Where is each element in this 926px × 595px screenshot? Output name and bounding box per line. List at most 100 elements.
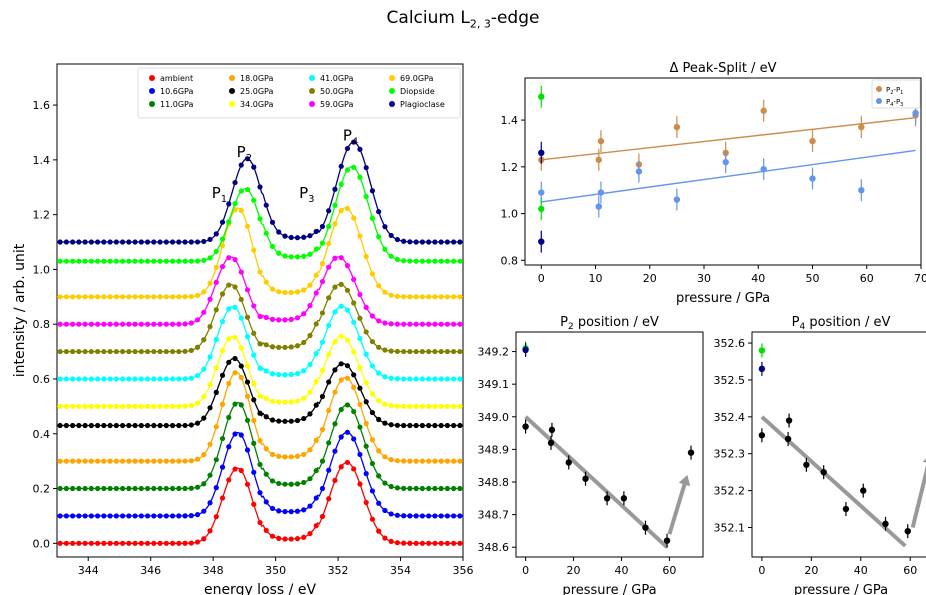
data-point (547, 439, 555, 447)
split-ytick-label: 0.8 (501, 254, 519, 267)
spectrum-point (407, 513, 413, 519)
spectrum-point (238, 162, 244, 168)
spectrum-point (207, 280, 213, 286)
spectrum-point (188, 320, 194, 326)
p4-title: P4 position / eV (792, 315, 891, 332)
spectrum-point (382, 347, 388, 353)
spectrum-point (113, 422, 119, 429)
spectrum-point (107, 513, 113, 519)
spectrum-point (207, 472, 213, 478)
spectrum-point (232, 466, 238, 472)
data-point (673, 196, 681, 203)
legend-label: 59.0GPa (320, 100, 353, 109)
spectrum-point (401, 258, 407, 264)
peak-label-subscript: 4 (352, 137, 358, 148)
trend-line (760, 415, 907, 548)
legend-marker (149, 101, 155, 107)
spectrum-point (294, 370, 301, 377)
spectrum-point (401, 238, 407, 244)
spectrum-point (388, 511, 394, 517)
spectrum-point (126, 376, 132, 382)
spectrum-point (457, 239, 463, 245)
spectrum-point (363, 379, 369, 386)
figure-title-subscript: 2, 3 (469, 17, 491, 31)
spectrum-point (238, 402, 244, 408)
peak-label-main: P (237, 143, 246, 161)
spectrum-point (126, 540, 132, 546)
data-point (538, 149, 545, 156)
spectrum-point (413, 513, 419, 519)
spectrum-point (70, 422, 76, 429)
spectrum-point (57, 239, 63, 245)
spectrum-point (426, 540, 432, 546)
spectrum-point (401, 376, 407, 382)
spectrum-point (419, 321, 425, 327)
spectrum-point (219, 236, 226, 242)
legend-label: 69.0GPa (400, 74, 433, 83)
spectrum-point (332, 284, 338, 290)
spectrum-point (176, 458, 182, 464)
spectrum-point (219, 495, 226, 501)
spectrum-point (326, 467, 332, 473)
spectrum-point (188, 540, 194, 546)
spectrum-point (294, 417, 301, 424)
spectrum-point (213, 307, 219, 313)
spectrum-point (307, 332, 313, 339)
spectrum-point (144, 513, 151, 519)
spectrum-point (194, 258, 201, 264)
spectrum-point (288, 481, 294, 487)
spectrum-series (57, 281, 463, 355)
spectrum-point (319, 485, 326, 492)
spectrum-point (351, 372, 357, 378)
spectra-xtick-label: 350 (265, 564, 286, 577)
spectrum-point (357, 385, 363, 391)
spectrum-point (219, 372, 226, 378)
spectrum-point (369, 488, 376, 494)
split-xtick-label: 70 (914, 272, 926, 285)
spectrum-point (407, 458, 413, 464)
spectrum-point (313, 246, 319, 252)
spectrum-point (157, 294, 163, 300)
spectrum-point (95, 321, 101, 327)
spectrum-point (226, 359, 232, 365)
spectra-xtick-label: 356 (453, 564, 474, 577)
spectrum-point (332, 367, 338, 373)
figure-title-end: -edge (490, 8, 540, 28)
spectrum-point (263, 202, 269, 208)
spectrum-point (63, 376, 69, 382)
spectrum-point (201, 309, 207, 315)
spectrum-point (257, 269, 263, 275)
spectrum-point (251, 380, 257, 387)
spectrum-point (219, 347, 226, 354)
spectrum-point (113, 321, 119, 327)
spectrum-point (326, 295, 332, 301)
spectrum-point (426, 403, 432, 409)
spectrum-point (444, 294, 450, 300)
spectrum-point (138, 348, 144, 355)
spectrum-point (163, 513, 169, 519)
spectrum-point (294, 289, 301, 295)
spectrum-point (319, 339, 326, 345)
spectrum-point (101, 294, 107, 300)
spectrum-point (213, 264, 219, 270)
legend-label-mid: -P (893, 86, 900, 94)
legend-label: P2-P1 (886, 86, 903, 96)
spectrum-point (401, 422, 407, 429)
spectrum-point (413, 458, 419, 464)
p4-xtick-label: 20 (804, 564, 818, 577)
spectrum-point (419, 485, 425, 492)
spectra-xtick-label: 354 (390, 564, 411, 577)
spectrum-point (95, 294, 101, 300)
spectrum-point (163, 458, 169, 464)
spectrum-point (294, 343, 301, 349)
spectrum-point (151, 239, 157, 245)
spectrum-point (163, 422, 169, 429)
spectrum-series (57, 303, 463, 382)
spectrum-point (451, 348, 457, 355)
spectrum-point (70, 258, 76, 264)
split-ytick-label: 1.2 (501, 161, 519, 174)
spectrum-point (351, 319, 357, 325)
spectrum-point (351, 139, 357, 145)
spectrum-point (238, 467, 244, 474)
spectrum-point (319, 426, 326, 433)
